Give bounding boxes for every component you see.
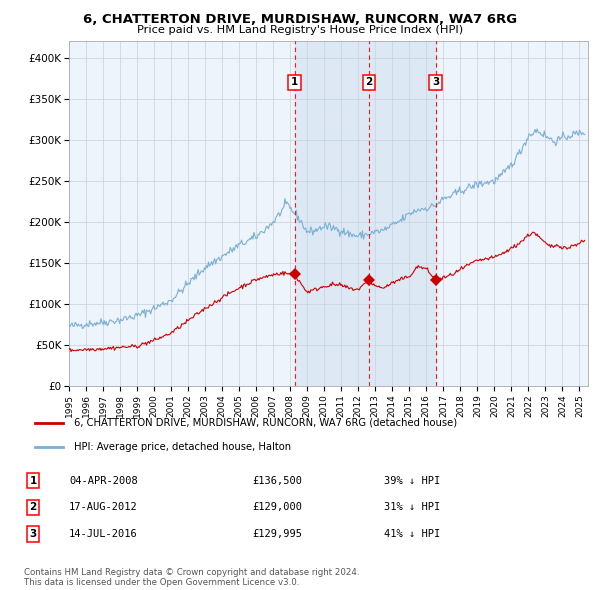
Text: 04-APR-2008: 04-APR-2008 [69, 476, 138, 486]
Text: 3: 3 [432, 77, 439, 87]
Text: 2: 2 [29, 503, 37, 512]
Text: 1: 1 [29, 476, 37, 486]
Text: HPI: Average price, detached house, Halton: HPI: Average price, detached house, Halt… [74, 442, 292, 453]
Text: 3: 3 [29, 529, 37, 539]
Text: Contains HM Land Registry data © Crown copyright and database right 2024.
This d: Contains HM Land Registry data © Crown c… [24, 568, 359, 587]
Bar [295, 41, 436, 386]
Text: £129,995: £129,995 [252, 529, 302, 539]
Text: £136,500: £136,500 [252, 476, 302, 486]
Text: 31% ↓ HPI: 31% ↓ HPI [384, 503, 440, 512]
Text: 2: 2 [365, 77, 373, 87]
Text: 6, CHATTERTON DRIVE, MURDISHAW, RUNCORN, WA7 6RG: 6, CHATTERTON DRIVE, MURDISHAW, RUNCORN,… [83, 13, 517, 26]
Text: £129,000: £129,000 [252, 503, 302, 512]
Text: 6, CHATTERTON DRIVE, MURDISHAW, RUNCORN, WA7 6RG (detached house): 6, CHATTERTON DRIVE, MURDISHAW, RUNCORN,… [74, 418, 457, 428]
Text: Price paid vs. HM Land Registry's House Price Index (HPI): Price paid vs. HM Land Registry's House … [137, 25, 463, 35]
Text: 39% ↓ HPI: 39% ↓ HPI [384, 476, 440, 486]
Text: 14-JUL-2016: 14-JUL-2016 [69, 529, 138, 539]
Text: 17-AUG-2012: 17-AUG-2012 [69, 503, 138, 512]
Text: 41% ↓ HPI: 41% ↓ HPI [384, 529, 440, 539]
Text: 1: 1 [291, 77, 298, 87]
